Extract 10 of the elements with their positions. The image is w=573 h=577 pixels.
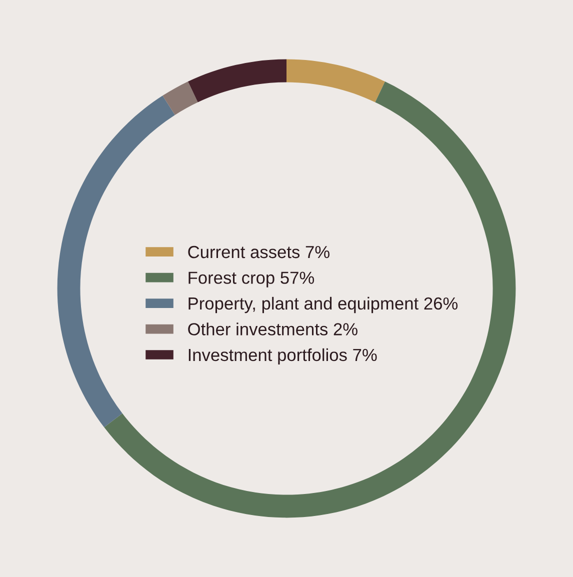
donut-slice — [162, 82, 198, 115]
legend-label: Investment portfolios 7% — [188, 348, 377, 365]
legend-label: Other investments 2% — [188, 322, 358, 336]
legend-label: Current assets 7% — [188, 246, 330, 258]
donut-slice — [286, 59, 386, 102]
legend-label: Property, plant and equipment 26% — [188, 296, 458, 314]
donut-slice — [57, 96, 175, 428]
legend-label: Forest crop 57% — [188, 272, 314, 288]
donut-slice — [188, 59, 286, 102]
donut-slice — [104, 82, 516, 518]
